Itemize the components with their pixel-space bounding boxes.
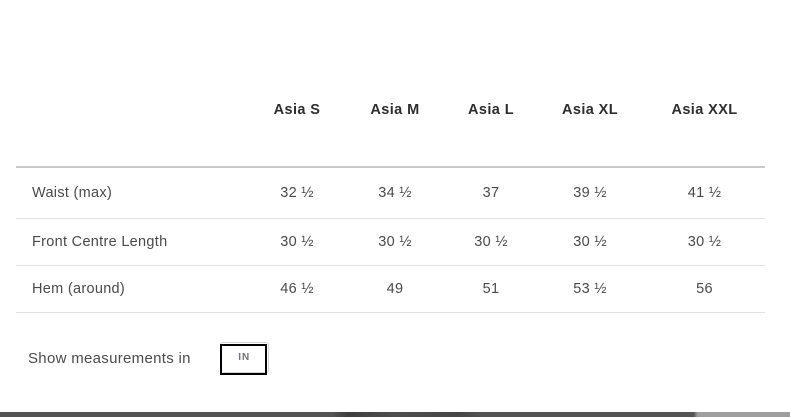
size-chart-table: Asia S Asia M Asia L Asia XL Asia XXL Wa… xyxy=(16,90,765,313)
unit-select-wrap: IN xyxy=(219,342,269,375)
table-row-hem: Hem (around) 46 ½ 49 51 53 ½ 56 xyxy=(16,265,765,313)
table-cell: 39 ½ xyxy=(536,167,644,219)
column-header-asia-s: Asia S xyxy=(250,90,344,168)
table-cell: 53 ½ xyxy=(536,265,644,313)
unit-select-value: IN xyxy=(238,352,251,363)
column-header-asia-xl: Asia XL xyxy=(536,90,644,168)
table-cell: 34 ½ xyxy=(344,167,446,219)
column-header-asia-l: Asia L xyxy=(446,90,536,168)
table-row-waist: Waist (max) 32 ½ 34 ½ 37 39 ½ 41 ½ xyxy=(16,167,765,219)
table-cell: 56 xyxy=(644,265,765,313)
column-header-asia-m: Asia M xyxy=(344,90,446,168)
column-header-asia-xxl: Asia XXL xyxy=(644,90,765,168)
table-cell: 30 ½ xyxy=(536,218,644,266)
unit-toggle-label: Show measurements in xyxy=(28,350,191,367)
row-label: Hem (around) xyxy=(16,265,250,313)
row-label: Front Centre Length xyxy=(16,218,250,266)
corner-cell xyxy=(16,90,250,168)
table-cell: 37 xyxy=(446,167,536,219)
table-row-front-centre-length: Front Centre Length 30 ½ 30 ½ 30 ½ 30 ½ … xyxy=(16,218,765,266)
table-cell: 32 ½ xyxy=(250,167,344,219)
table-cell: 46 ½ xyxy=(250,265,344,313)
unit-toggle-row: Show measurements in IN xyxy=(28,342,269,375)
table-cell: 30 ½ xyxy=(344,218,446,266)
row-label: Waist (max) xyxy=(16,167,250,219)
table-cell: 30 ½ xyxy=(446,218,536,266)
bottom-divider-bar xyxy=(0,412,790,417)
table-cell: 30 ½ xyxy=(250,218,344,266)
table-cell: 30 ½ xyxy=(644,218,765,266)
size-chart: Asia S Asia M Asia L Asia XL Asia XXL Wa… xyxy=(16,90,765,313)
table-cell: 49 xyxy=(344,265,446,313)
header-row: Asia S Asia M Asia L Asia XL Asia XXL xyxy=(16,90,765,168)
table-cell: 51 xyxy=(446,265,536,313)
table-cell: 41 ½ xyxy=(644,167,765,219)
unit-select[interactable]: IN xyxy=(219,342,269,373)
